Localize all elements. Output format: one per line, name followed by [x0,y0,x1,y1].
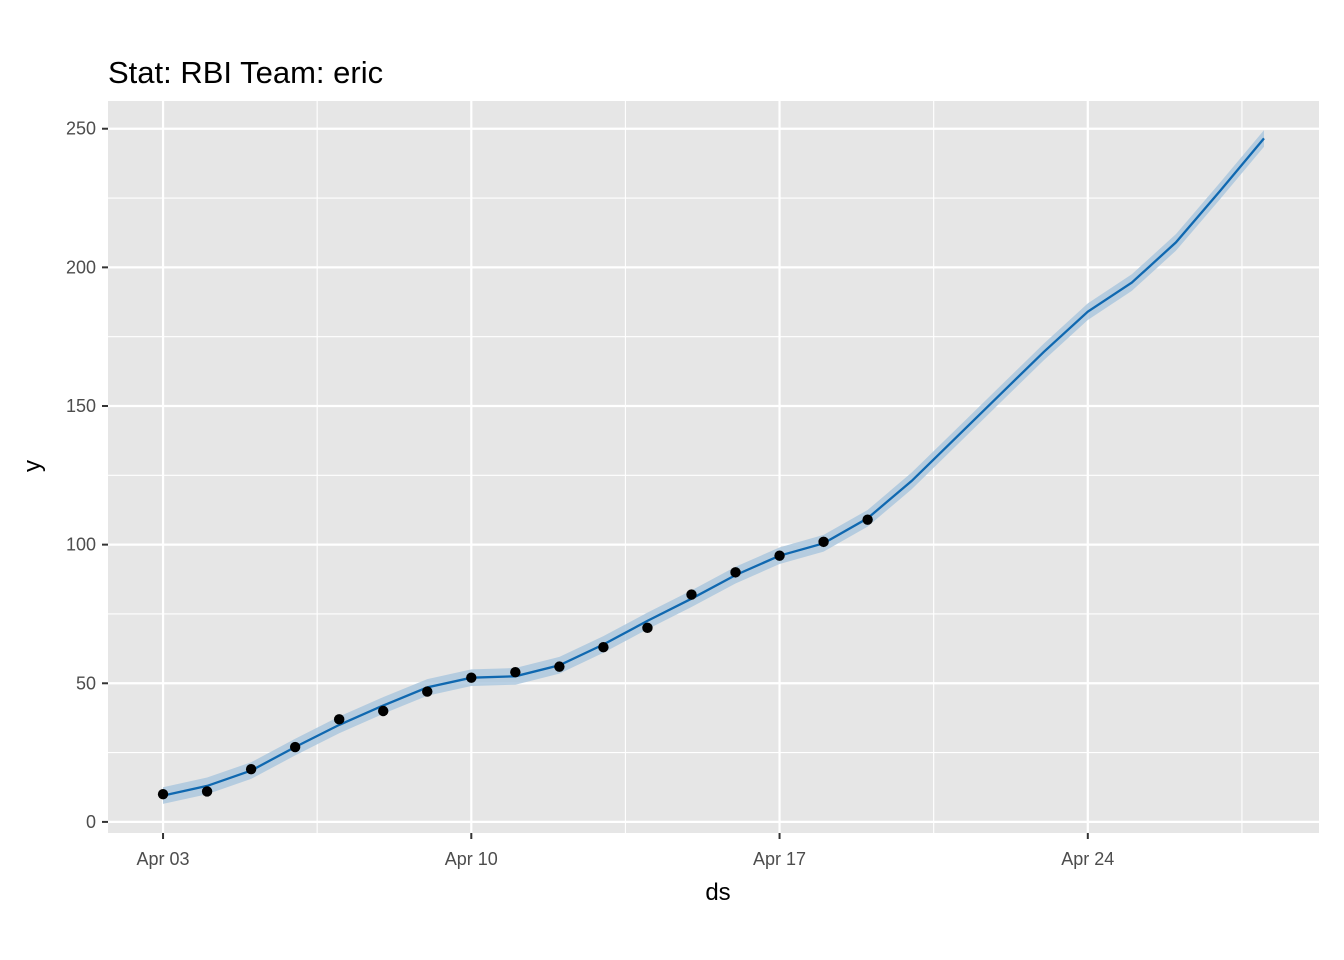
y-tick-label: 0 [86,812,96,832]
data-point [554,661,565,672]
x-tick-label: Apr 10 [445,849,498,869]
data-point [466,672,477,683]
data-point [201,786,213,797]
y-tick-label: 250 [66,119,96,139]
y-axis-title: y [19,460,46,472]
x-axis: Apr 03 Apr 10 Apr 17 Apr 24 [137,833,1114,869]
data-point [686,589,697,600]
data-point [289,741,301,753]
x-tick-label: Apr 24 [1061,849,1114,869]
chart-title: Stat: RBI Team: eric [108,55,383,90]
data-point [730,567,741,578]
minor-gridlines [108,101,1319,833]
x-tick-label: Apr 17 [753,849,806,869]
y-tick-label: 100 [66,535,96,555]
data-point [862,514,873,525]
data-point [642,622,653,634]
data-point [598,642,609,653]
data-point [333,714,345,725]
data-point [157,788,169,800]
data-point [245,764,257,775]
data-point [818,536,829,548]
observed-points [157,514,873,800]
data-point [422,686,433,697]
data-point [774,550,785,561]
plot-panel [108,101,1319,833]
major-gridlines [108,101,1319,833]
y-axis: 0 50 100 150 200 250 [66,119,108,832]
x-axis-title: ds [705,879,730,906]
data-point [378,705,389,717]
y-tick-label: 150 [66,396,96,416]
y-tick-label: 50 [76,673,96,693]
y-tick-label: 200 [66,257,96,277]
x-tick-label: Apr 03 [137,849,190,869]
forecast-line [162,137,1265,797]
data-point [510,666,521,678]
